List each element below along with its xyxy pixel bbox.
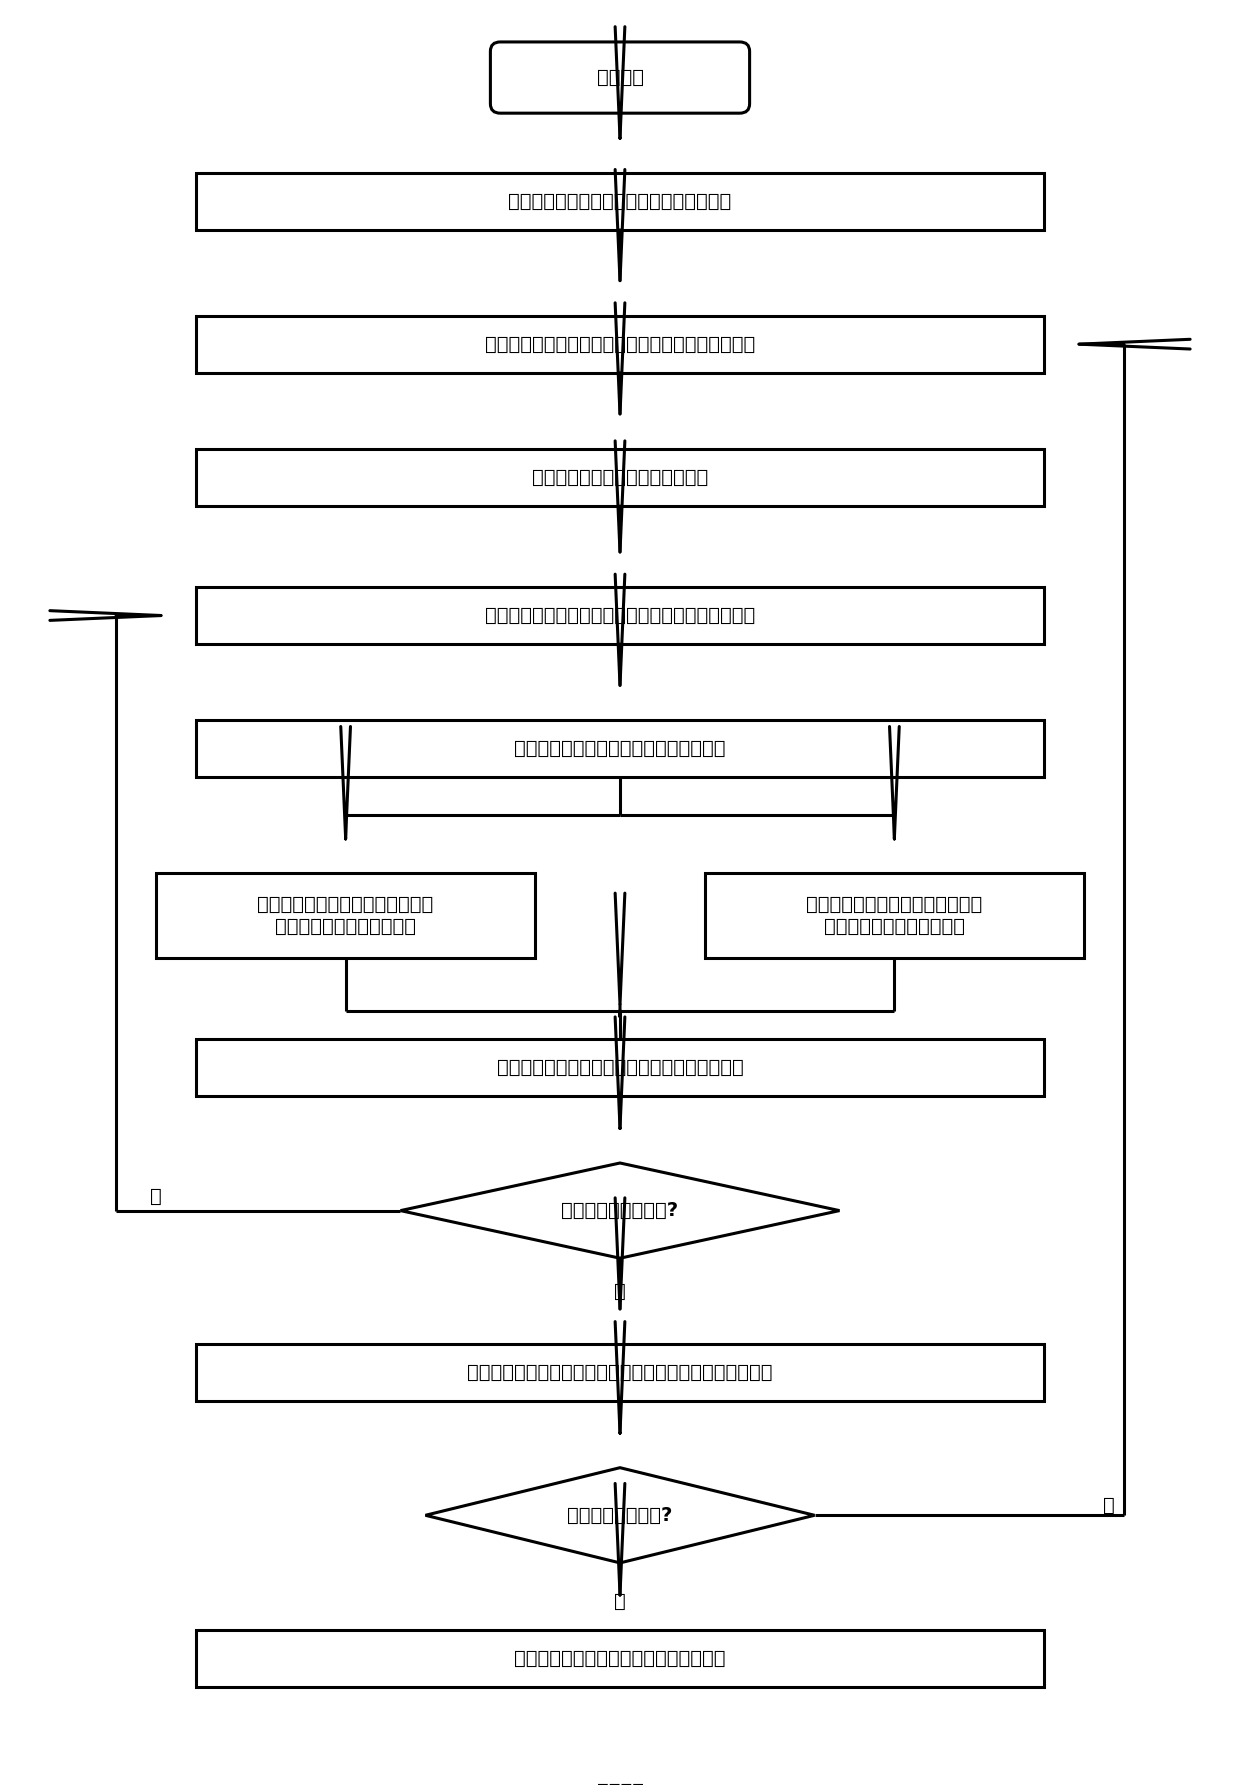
Polygon shape xyxy=(425,1467,815,1564)
Bar xyxy=(196,316,1044,373)
Text: 深度区间处理完毕?: 深度区间处理完毕? xyxy=(568,1507,672,1524)
FancyBboxPatch shape xyxy=(490,43,750,112)
Text: 是: 是 xyxy=(614,1282,626,1301)
Bar xyxy=(156,873,536,959)
Bar xyxy=(196,1630,1044,1687)
Text: 将斯通利波和四极子波的误差平方和作加权处理: 将斯通利波和四极子波的误差平方和作加权处理 xyxy=(497,1059,743,1078)
FancyBboxPatch shape xyxy=(490,1756,750,1785)
Bar xyxy=(704,873,1084,959)
Text: 否: 否 xyxy=(150,1187,162,1207)
Text: 处理结束: 处理结束 xyxy=(596,1781,644,1785)
Text: 处理开始: 处理开始 xyxy=(596,68,644,87)
Text: 是: 是 xyxy=(614,1592,626,1610)
Text: 在深度区间内进行随钻单极和四极声波测井: 在深度区间内进行随钻单极和四极声波测井 xyxy=(508,191,732,211)
Bar xyxy=(196,721,1044,778)
Text: 给定假设的地层各向异性值和地层垂直向横波慢度值: 给定假设的地层各向异性值和地层垂直向横波慢度值 xyxy=(485,607,755,625)
Text: 计算斯通利波和四极子波的功率谱: 计算斯通利波和四极子波的功率谱 xyxy=(532,468,708,487)
Bar xyxy=(196,448,1044,505)
Text: 否: 否 xyxy=(1104,1496,1115,1515)
Text: 计算四极子波理论频散曲线和实测
频散数据之间的误差平方和: 计算四极子波理论频散曲线和实测 频散数据之间的误差平方和 xyxy=(806,894,982,935)
Text: 寻找所有加权误差平方和中最小值所对应的地层各向异性值: 寻找所有加权误差平方和中最小值所对应的地层各向异性值 xyxy=(467,1364,773,1382)
Text: 对波形相干处理得到斯通利波和四极子波的频散数据: 对波形相干处理得到斯通利波和四极子波的频散数据 xyxy=(485,334,755,353)
Bar xyxy=(196,587,1044,644)
Bar xyxy=(196,1039,1044,1096)
Bar xyxy=(196,1344,1044,1401)
Text: 获得处理深度区间内的地层各向异性曲线: 获得处理深度区间内的地层各向异性曲线 xyxy=(515,1649,725,1667)
Polygon shape xyxy=(401,1164,839,1258)
Text: 所有假设值计算完毕?: 所有假设值计算完毕? xyxy=(562,1201,678,1221)
Text: 计算斯通利波理论频散曲线和实测
频散数据之间的误差平方和: 计算斯通利波理论频散曲线和实测 频散数据之间的误差平方和 xyxy=(258,894,434,935)
Bar xyxy=(196,173,1044,230)
Text: 计算斯通利波和四极子波的理论频散曲线: 计算斯通利波和四极子波的理论频散曲线 xyxy=(515,739,725,759)
